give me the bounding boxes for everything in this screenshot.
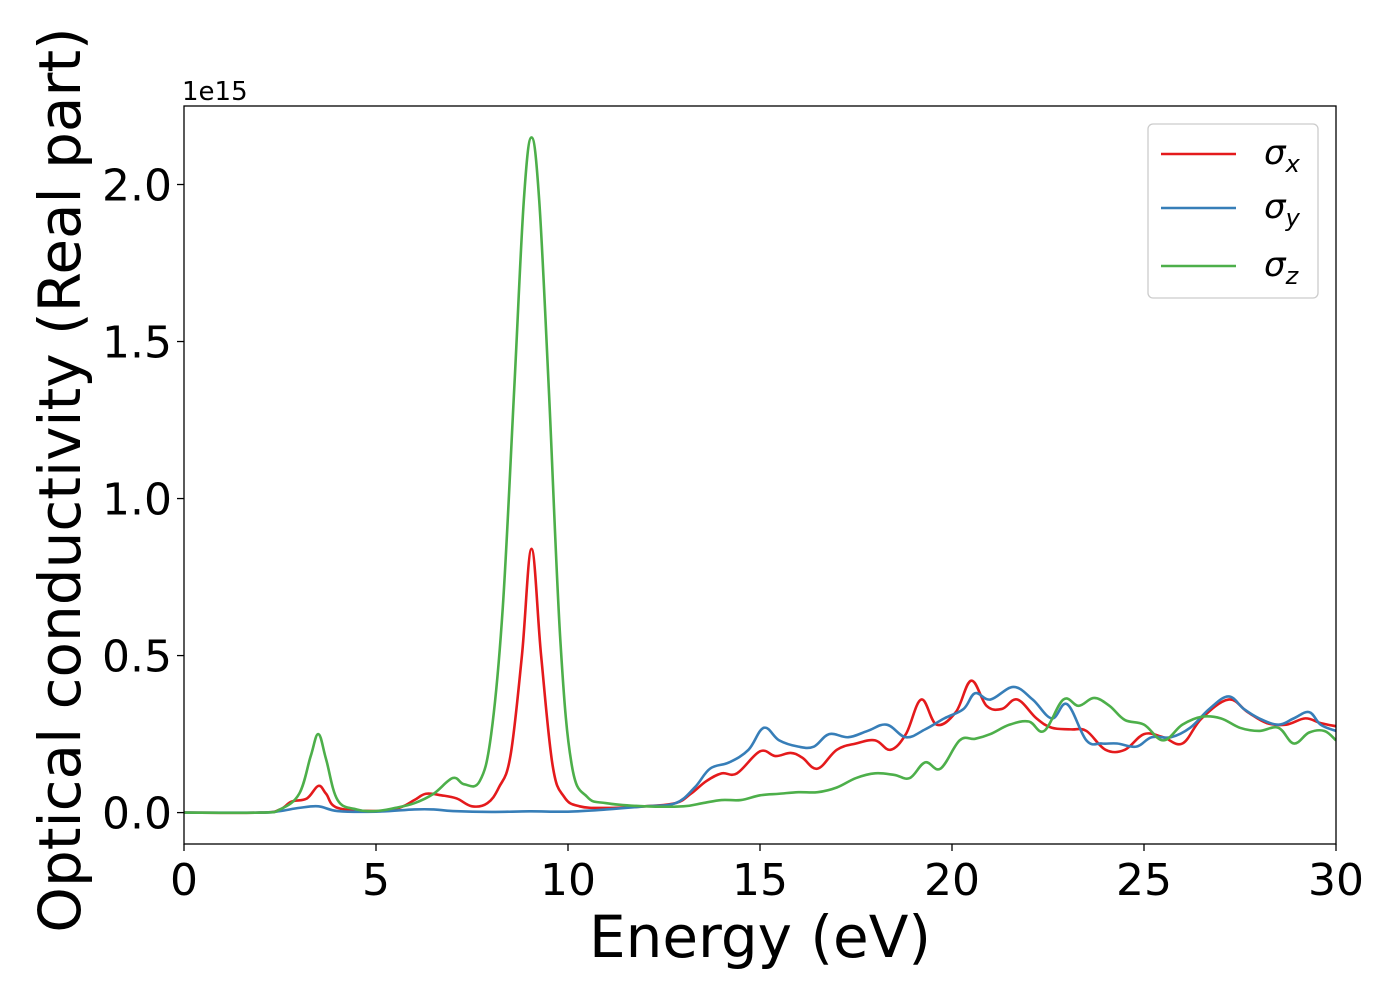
series-line-z: [184, 136, 1336, 815]
y-tick-label: 1.5: [102, 318, 172, 369]
series-line-y: [184, 685, 1336, 815]
x-tick-label: 10: [540, 855, 596, 906]
y-tick-label: 0.0: [102, 789, 172, 840]
legend-label-z: σz: [1264, 245, 1300, 290]
y-tick-label: 2.0: [102, 161, 172, 212]
y-offset-label: 1e15: [182, 77, 248, 107]
legend-label-y: σy: [1264, 187, 1301, 232]
x-tick-label: 0: [170, 855, 198, 906]
series-line-x: [184, 547, 1336, 815]
legend-box: [1147, 123, 1319, 299]
y-tick-label: 0.5: [102, 632, 172, 683]
x-tick-label: 5: [362, 855, 390, 906]
x-tick-label: 15: [732, 855, 788, 906]
y-axis-label: Optical conductivity (Real part): [26, 27, 94, 932]
x-axis-label: Energy (eV): [589, 903, 931, 971]
y-axis: 0.0 0.5 1.0 1.5 2.0: [102, 161, 184, 840]
x-axis: 0 5 10 15 20 25 30: [170, 844, 1364, 906]
y-tick-label: 1.0: [102, 475, 172, 526]
x-tick-label: 20: [924, 855, 980, 906]
x-tick-label: 30: [1308, 855, 1364, 906]
series-layer: [184, 136, 1336, 815]
legend: σx σy σz: [1147, 123, 1319, 299]
x-tick-label: 25: [1116, 855, 1172, 906]
legend-label-x: σx: [1264, 133, 1301, 178]
